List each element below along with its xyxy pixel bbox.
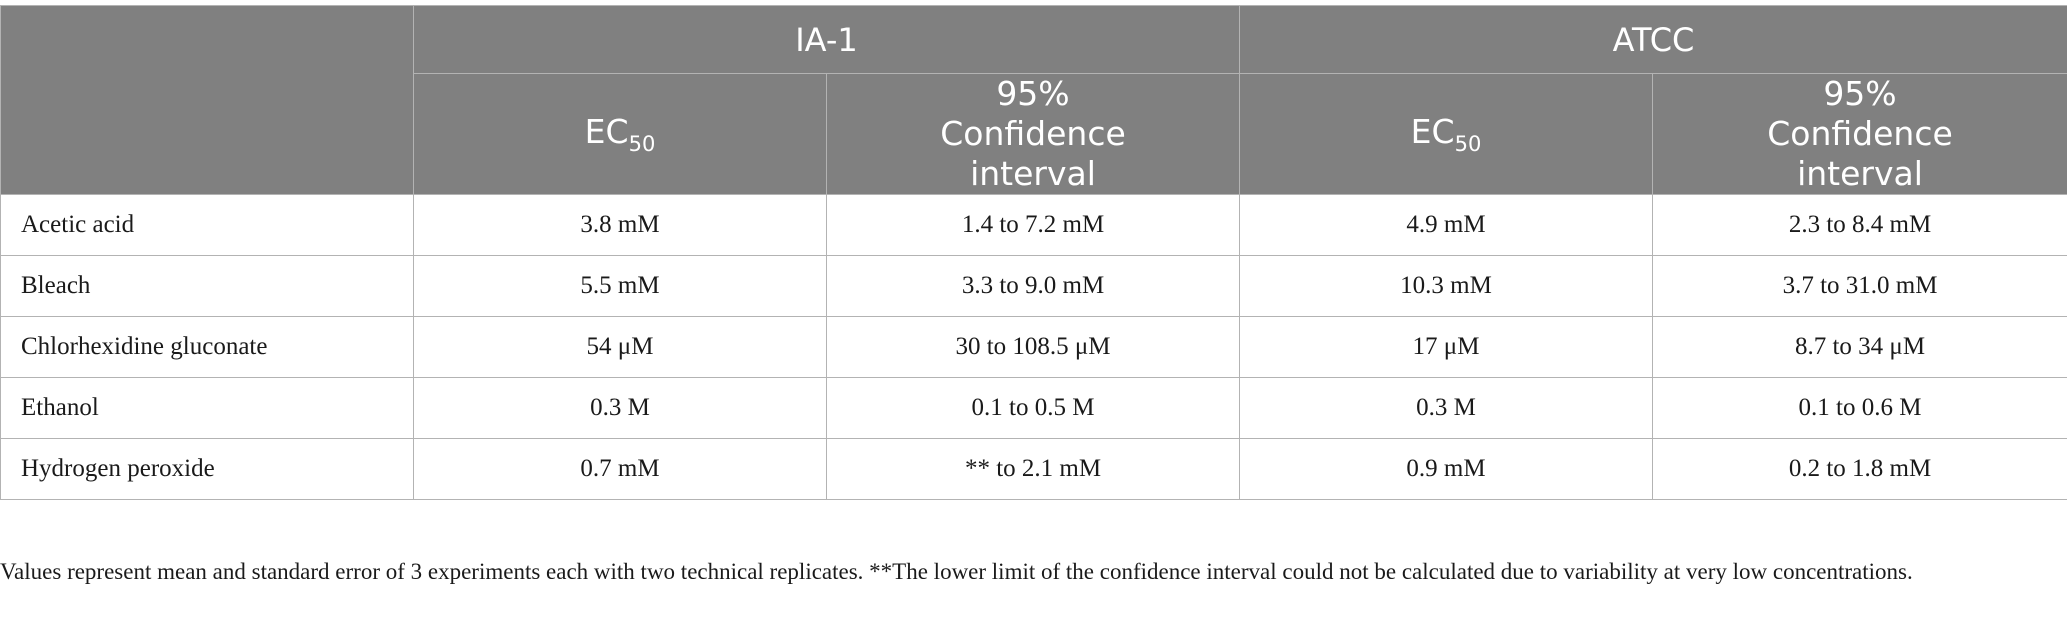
ia1-ci-cell: ** to 2.1 mM bbox=[826, 438, 1240, 500]
atcc-ci-cell: 0.1 to 0.6 M bbox=[1651, 377, 2067, 439]
ec-subscript: 50 bbox=[628, 132, 656, 156]
table-row: Hydrogen peroxide 0.7 mM ** to 2.1 mM 0.… bbox=[0, 438, 2067, 500]
atcc-ec50-cell: 0.3 M bbox=[1239, 377, 1653, 439]
atcc-ci-header: 95% Confidence interval bbox=[1651, 73, 2067, 195]
ec50-table-container: IA-1 ATCC EC50 95% Confidence interval E… bbox=[0, 5, 2067, 500]
atcc-ci-cell: 0.2 to 1.8 mM bbox=[1651, 438, 2067, 500]
group-header-ia1: IA-1 bbox=[413, 5, 1240, 74]
atcc-ci-cell: 3.7 to 31.0 mM bbox=[1651, 255, 2067, 317]
table-row: Bleach 5.5 mM 3.3 to 9.0 mM 10.3 mM 3.7 … bbox=[0, 255, 2067, 317]
ia1-ec50-cell: 3.8 mM bbox=[413, 194, 827, 256]
atcc-ec50-cell: 10.3 mM bbox=[1239, 255, 1653, 317]
ia1-ec50-header: EC50 bbox=[413, 73, 827, 195]
ec-subscript: 50 bbox=[1454, 132, 1482, 156]
header-group-row: IA-1 ATCC bbox=[0, 5, 2067, 195]
table-row: Acetic acid 3.8 mM 1.4 to 7.2 mM 4.9 mM … bbox=[0, 194, 2067, 256]
table-footnote: Values represent mean and standard error… bbox=[0, 559, 1913, 584]
ec-label: EC bbox=[584, 112, 629, 151]
row-label: Chlorhexidine gluconate bbox=[0, 316, 414, 378]
atcc-ec50-cell: 4.9 mM bbox=[1239, 194, 1653, 256]
atcc-ec50-cell: 17 μM bbox=[1239, 316, 1653, 378]
ia1-ec50-cell: 0.3 M bbox=[413, 377, 827, 439]
ia1-ci-cell: 3.3 to 9.0 mM bbox=[826, 255, 1240, 317]
ia1-ec50-cell: 0.7 mM bbox=[413, 438, 827, 500]
table-row: Chlorhexidine gluconate 54 μM 30 to 108.… bbox=[0, 316, 2067, 378]
corner-header-cell bbox=[0, 5, 414, 195]
header-sub-row: EC50 95% Confidence interval EC50 95% Co… bbox=[1, 73, 2067, 195]
atcc-ci-cell: 8.7 to 34 μM bbox=[1651, 316, 2067, 378]
row-label: Hydrogen peroxide bbox=[0, 438, 414, 500]
atcc-ec50-header: EC50 bbox=[1239, 73, 1653, 195]
ec-label: EC bbox=[1410, 112, 1455, 151]
ia1-ec50-cell: 5.5 mM bbox=[413, 255, 827, 317]
row-label: Ethanol bbox=[0, 377, 414, 439]
row-label: Acetic acid bbox=[0, 194, 414, 256]
ia1-ci-cell: 30 to 108.5 μM bbox=[826, 316, 1240, 378]
ci-label: 95% Confidence interval bbox=[940, 74, 1126, 193]
group-header-atcc: ATCC bbox=[1238, 5, 2067, 74]
atcc-ec50-cell: 0.9 mM bbox=[1239, 438, 1653, 500]
atcc-ci-cell: 2.3 to 8.4 mM bbox=[1651, 194, 2067, 256]
row-label: Bleach bbox=[0, 255, 414, 317]
ia1-ec50-cell: 54 μM bbox=[413, 316, 827, 378]
ci-label: 95% Confidence interval bbox=[1767, 74, 1953, 193]
table-row: Ethanol 0.3 M 0.1 to 0.5 M 0.3 M 0.1 to … bbox=[0, 377, 2067, 439]
ec50-table: IA-1 ATCC EC50 95% Confidence interval E… bbox=[0, 5, 2067, 500]
ia1-ci-cell: 1.4 to 7.2 mM bbox=[826, 194, 1240, 256]
ia1-ci-header: 95% Confidence interval bbox=[826, 73, 1240, 195]
ia1-ci-cell: 0.1 to 0.5 M bbox=[826, 377, 1240, 439]
